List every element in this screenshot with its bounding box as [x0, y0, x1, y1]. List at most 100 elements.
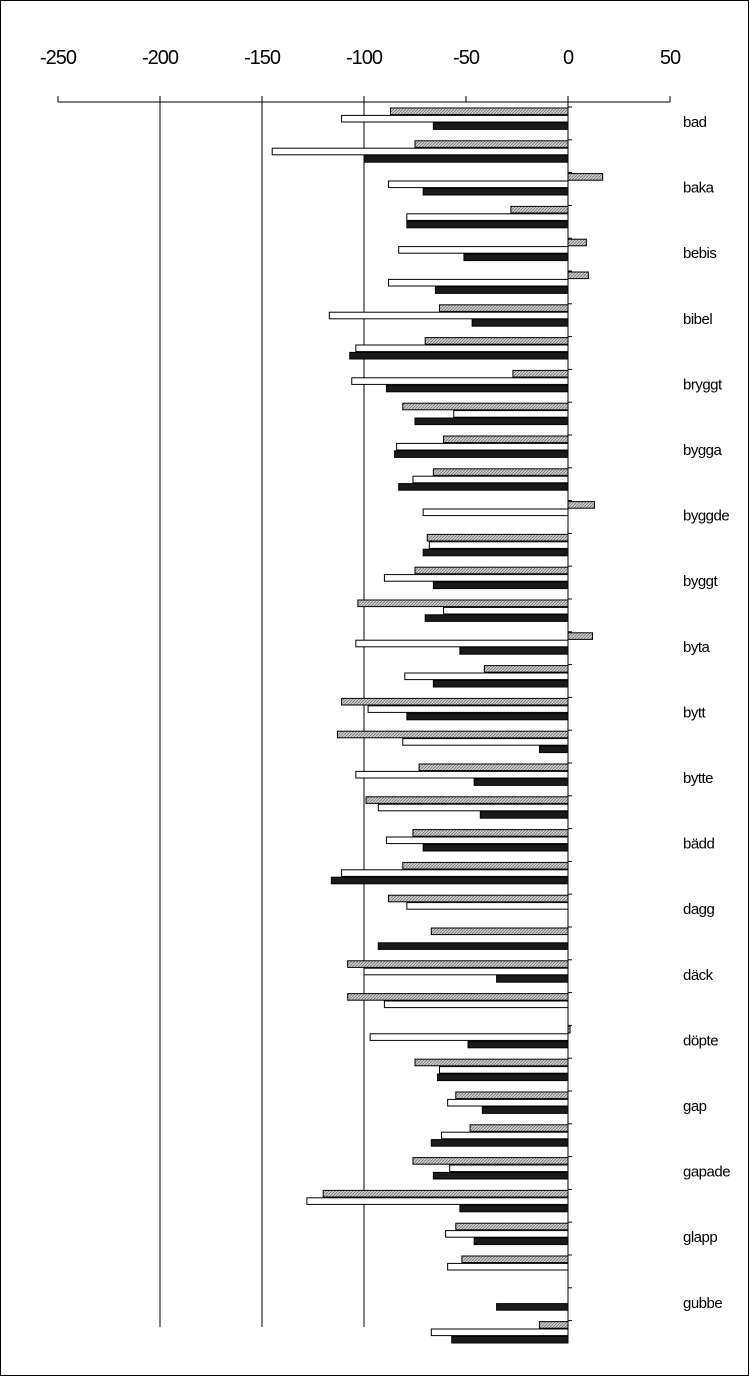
dark-bar [459, 647, 569, 655]
dark-bar [471, 319, 569, 327]
white-bar [449, 1164, 569, 1173]
category-label: bad [683, 114, 707, 131]
white-bar [385, 836, 569, 845]
white-bar [328, 311, 569, 320]
hatched-bar [347, 993, 569, 1001]
x-tick-label: -100 [346, 47, 383, 69]
white-bar [404, 672, 569, 681]
x-tick-label: 50 [660, 47, 681, 69]
hatched-bar [512, 369, 569, 378]
white-bar [443, 606, 569, 615]
dark-bar [432, 122, 569, 130]
category-label: glapp [683, 1229, 717, 1246]
dark-bar [467, 1040, 569, 1049]
dark-bar [459, 1204, 569, 1213]
white-bar [351, 377, 569, 385]
white-bar [428, 541, 569, 549]
hatched-bar [483, 665, 569, 673]
category-label: gapade [683, 1164, 730, 1181]
bars [271, 107, 604, 1344]
white-bar [355, 770, 569, 779]
category-label: bädd [683, 836, 715, 853]
category-labels: bad baka bebis bibel bryggt bygga byggde byggt b… [683, 114, 731, 1312]
hatched-bar [402, 861, 569, 870]
dark-bar [422, 548, 569, 557]
x-tick-label: -200 [142, 47, 179, 69]
category-label: bryggt [683, 376, 723, 393]
hatched-bar [387, 894, 569, 903]
hatched-bar [357, 599, 569, 608]
hatched-bar [341, 697, 569, 706]
hatched-bar [567, 173, 604, 181]
white-bar [367, 705, 569, 713]
category-label: gap [683, 1098, 707, 1115]
x-tick-label: 0 [563, 47, 574, 69]
white-bar [398, 246, 569, 254]
hatched-bar [438, 304, 569, 312]
dark-bar [430, 1139, 569, 1147]
hatched-bar [322, 1189, 569, 1198]
hatched-bar [347, 960, 569, 968]
white-bar [396, 442, 569, 451]
white-bar [387, 278, 569, 287]
hatched-bar [510, 205, 569, 214]
dark-bar [451, 1335, 569, 1344]
dark-bar [398, 483, 569, 491]
dark-bar [349, 351, 569, 360]
white-bar [447, 1098, 569, 1107]
hatched-bar [538, 1321, 569, 1329]
dark-bar [432, 679, 569, 688]
dark-bar [385, 384, 569, 393]
category-label: gubbe [683, 1295, 722, 1312]
dark-bar [432, 581, 569, 590]
hatched-bar [414, 566, 569, 575]
white-bar [445, 1230, 569, 1238]
dark-bar [422, 843, 569, 852]
category-label: bebis [683, 245, 716, 262]
hatched-bar [402, 402, 569, 411]
dark-bar [424, 614, 569, 622]
dark-bar [434, 286, 569, 294]
dark-bar [436, 1073, 569, 1082]
white-bar [406, 902, 569, 910]
category-label: dagg [683, 901, 715, 918]
category-label: bytte [683, 770, 713, 787]
white-bar [383, 1000, 569, 1009]
hatched-bar [414, 1058, 569, 1067]
hatched-bar [567, 501, 596, 509]
x-tick-label: -50 [453, 47, 480, 69]
white-bar [438, 1066, 569, 1074]
dark-bar [394, 450, 569, 458]
hatched-bar [443, 435, 569, 444]
hatched-bar [430, 927, 569, 936]
gridlines [159, 102, 365, 1327]
hatched-bar [567, 632, 593, 640]
white-bar [306, 1197, 569, 1205]
white-bar [383, 574, 569, 582]
category-label: bibel [683, 311, 712, 328]
x-tick-label: -250 [40, 47, 77, 69]
white-bar [363, 967, 569, 976]
dark-bar [406, 220, 569, 229]
hatched-bar [336, 730, 569, 739]
white-bar [341, 114, 569, 123]
dark-bar [377, 942, 569, 950]
white-bar [412, 475, 569, 484]
dark-bar [414, 417, 569, 426]
white-bar [341, 869, 569, 877]
dark-bar [422, 187, 569, 196]
dark-bar [481, 1106, 569, 1114]
hatched-bar [469, 1124, 569, 1132]
dark-bar [538, 745, 569, 754]
white-bar [387, 180, 569, 189]
hatched-bar [455, 1222, 569, 1231]
dark-bar [406, 712, 569, 721]
white-bar [369, 1033, 569, 1041]
hatched-bar [390, 107, 569, 116]
category-label: byta [683, 639, 711, 656]
dark-bar [432, 1171, 569, 1180]
category-label: bytt [683, 704, 707, 721]
white-bar [271, 147, 569, 156]
